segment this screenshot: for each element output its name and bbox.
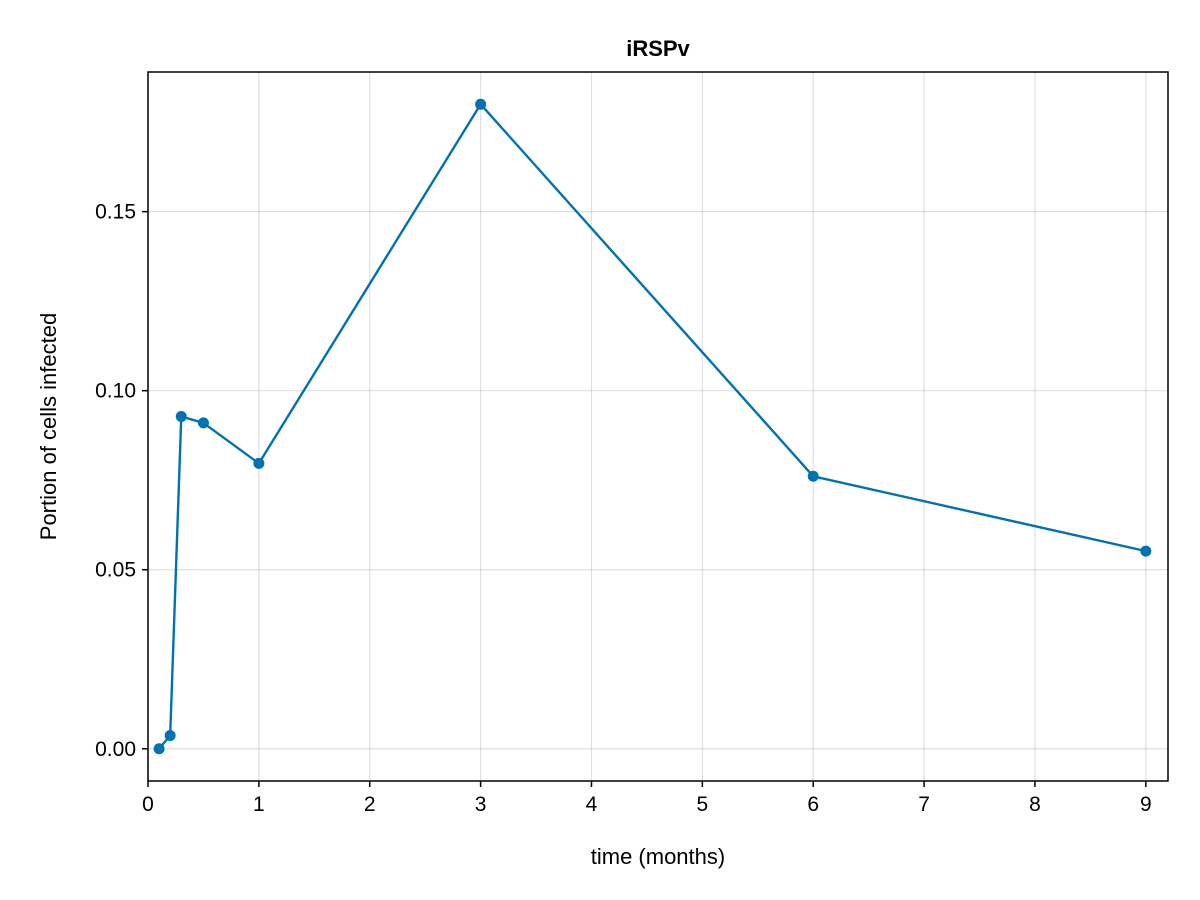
series-layer xyxy=(153,98,1152,755)
data-point xyxy=(475,98,487,110)
series-line xyxy=(158,103,1147,750)
x-axis-label: time (months) xyxy=(591,844,725,869)
axis-ticks: 0 1 2 3 4 5 6 7 8 9 0.00 0.05 0.10 0.15 xyxy=(95,201,1152,816)
data-point xyxy=(807,470,819,482)
y-tick-label: 0.15 xyxy=(95,201,136,224)
x-tick-label: 3 xyxy=(475,793,487,816)
x-tick-label: 8 xyxy=(1029,793,1041,816)
x-tick-label: 5 xyxy=(697,793,709,816)
data-point xyxy=(175,410,187,422)
x-tick-label: 2 xyxy=(364,793,376,816)
x-tick-label: 9 xyxy=(1140,793,1152,816)
x-tick-label: 7 xyxy=(918,793,930,816)
plot-frame xyxy=(147,71,1169,782)
data-point xyxy=(1140,545,1152,557)
x-tick-label: 6 xyxy=(807,793,819,816)
x-tick-label: 1 xyxy=(253,793,265,816)
data-point xyxy=(253,457,265,469)
data-point xyxy=(197,417,209,429)
grid xyxy=(147,72,1168,781)
x-tick-label: 0 xyxy=(142,793,154,816)
y-axis-label: Portion of cells infected xyxy=(36,313,61,540)
y-tick-label: 0.05 xyxy=(95,559,136,582)
y-tick-label: 0.00 xyxy=(95,738,136,761)
chart-title: iRSPv xyxy=(626,36,690,61)
x-tick-label: 4 xyxy=(586,793,598,816)
data-point xyxy=(164,730,176,742)
data-point xyxy=(153,743,165,755)
y-tick-label: 0.10 xyxy=(95,380,136,403)
